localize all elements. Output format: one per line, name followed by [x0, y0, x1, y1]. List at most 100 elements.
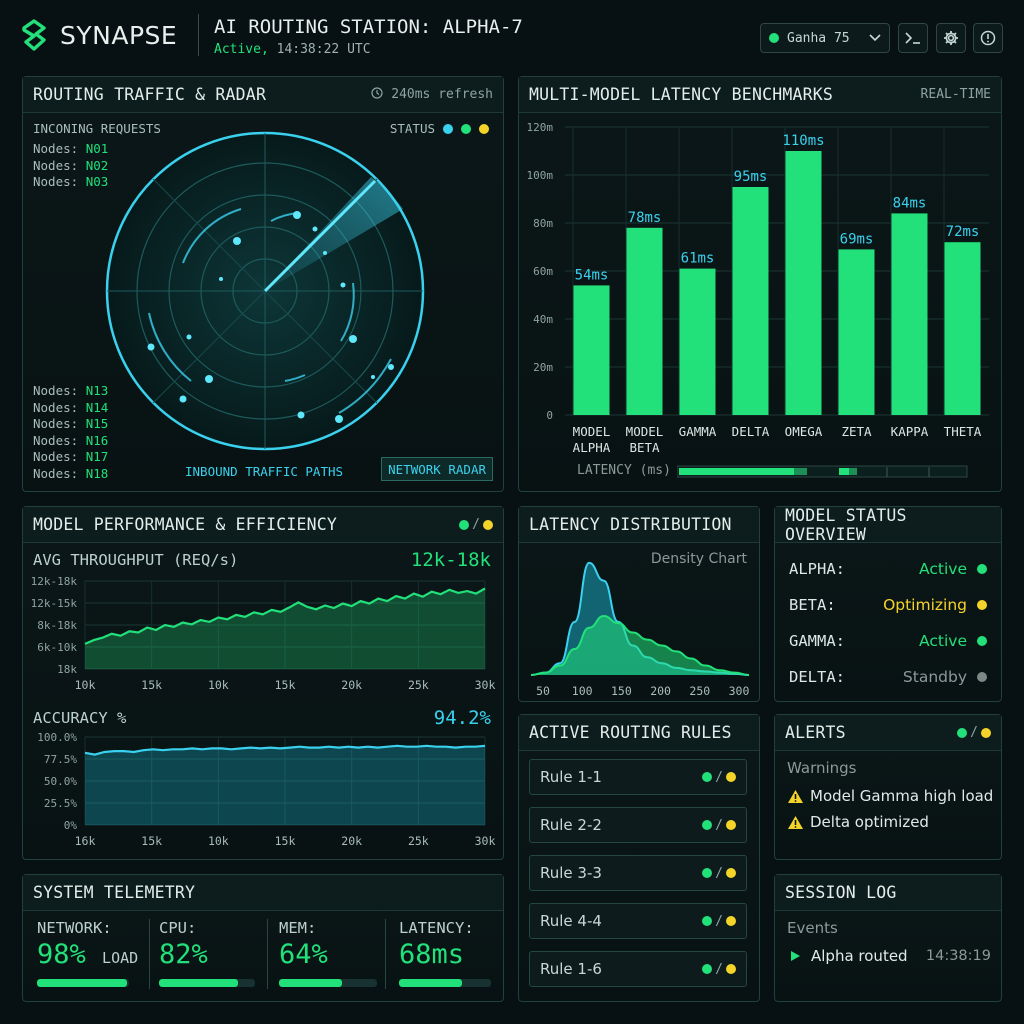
bar-value-label: 54ms [575, 267, 609, 283]
model-status-value: Optimizing [883, 596, 967, 614]
telemetry-memory[interactable]: MEM: 64% [279, 919, 389, 999]
node-row[interactable]: Nodes: N03 [33, 174, 108, 191]
terminal-button[interactable] [898, 23, 928, 53]
radar-panel: ROUTING TRAFFIC & RADAR 240ms refresh [22, 76, 504, 492]
status-dot-yellow [726, 964, 736, 974]
performance-panel: MODEL PERFORMANCE & EFFICIENCY / AVG THR… [22, 506, 504, 860]
latency-bar[interactable] [573, 285, 610, 415]
latency-density-chart[interactable]: 50 100 150 200 250 300 [519, 545, 759, 701]
node-row[interactable]: Nodes: N15 [33, 416, 108, 433]
latency-bar[interactable] [626, 227, 663, 415]
status-dot-green [702, 772, 713, 782]
latency-bar[interactable] [891, 213, 928, 415]
telemetry-cpu[interactable]: CPU: 82% [159, 919, 269, 999]
status-dot-yellow [726, 820, 736, 830]
x-category-label: BETA [629, 440, 660, 455]
radar-display[interactable] [23, 113, 503, 491]
x-category-label: MODEL [573, 424, 611, 439]
y-tick-label: 12k-15k [31, 597, 78, 610]
y-tick-label: 6k-10k [37, 641, 77, 654]
y-tick-label: 60m [533, 265, 553, 278]
status-dot-yellow [726, 868, 736, 878]
benchmark-panel: MULTI-MODEL LATENCY BENCHMARKS REAL-TIME… [518, 76, 1002, 492]
alert-item[interactable]: Model Gamma high load [787, 787, 993, 805]
accuracy-area-chart[interactable]: 100.0% 77.5% 50.0% 25.5% 0% 16k 15k 10k 15k 20k 25… [23, 729, 503, 853]
routing-rule-item[interactable]: Rule 1-1 / [529, 759, 747, 795]
model-status-panel-title: MODEL STATUS OVERVIEW [785, 505, 907, 544]
routing-rule-item[interactable]: Rule 2-2 / [529, 807, 747, 843]
throughput-line-chart[interactable]: 12k-18k 12k-15k 8k-18k 6k-10k 18k 10k 15k 10k 15… [23, 573, 503, 697]
brand-logo[interactable]: SYNAPSE [18, 18, 177, 52]
x-tick-label: 10k [75, 678, 96, 692]
power-button[interactable] [973, 23, 1003, 53]
y-tick-label: 25.5% [44, 797, 77, 810]
telemetry-unit: LOAD [102, 949, 139, 967]
y-tick-label: 100m [527, 169, 554, 182]
telemetry-network[interactable]: NETWORK: 98% LOAD [37, 919, 147, 999]
model-status-row[interactable]: ALPHA: Active [789, 557, 987, 581]
node-row[interactable]: Nodes: N01 [33, 141, 108, 158]
node-row[interactable]: Nodes: N14 [33, 400, 108, 417]
latency-bar[interactable] [785, 151, 822, 415]
y-tick-label: 50.0% [44, 775, 77, 788]
routing-rule-item[interactable]: Rule 1-6 / [529, 951, 747, 987]
radar-refresh-text: 240ms refresh [391, 87, 493, 102]
traffic-arc [338, 358, 392, 414]
alert-item[interactable]: Delta optimized [787, 813, 929, 831]
node-row[interactable]: Nodes: N18 [33, 466, 108, 483]
latency-bar[interactable] [838, 249, 875, 415]
node-prefix: Nodes: [33, 383, 79, 398]
series-line[interactable] [84, 744, 486, 756]
settings-button[interactable] [936, 23, 966, 53]
network-radar-button[interactable]: NETWORK RADAR [381, 457, 493, 481]
slash-separator: / [715, 817, 723, 833]
series-line[interactable] [84, 587, 486, 645]
telemetry-latency[interactable]: LATENCY: 68ms [399, 919, 499, 999]
model-status-row[interactable]: BETA: Optimizing [789, 593, 987, 617]
routing-rule-item[interactable]: Rule 3-3 / [529, 855, 747, 891]
node-row[interactable]: Nodes: N17 [33, 449, 108, 466]
density-line[interactable] [530, 614, 750, 676]
station-title: AI ROUTING STATION: ALPHA-7 [214, 16, 523, 38]
model-name: BETA: [789, 596, 836, 614]
bottom-node-list: Nodes: N13 Nodes: N14 Nodes: N15 Nodes: … [33, 383, 108, 482]
latency-bar[interactable] [679, 268, 716, 415]
node-row[interactable]: Nodes: N16 [33, 433, 108, 450]
x-tick-label: 15k [275, 678, 296, 692]
session-log-panel-title: SESSION LOG [785, 883, 897, 902]
status-dot-yellow [977, 600, 987, 610]
model-status-value: Active [919, 632, 967, 650]
x-category-label: MODEL [626, 424, 664, 439]
alerts-status-dots: / [957, 725, 991, 740]
node-row[interactable]: Nodes: N02 [33, 158, 108, 175]
routing-rules-panel-header: ACTIVE ROUTING RULES [519, 715, 759, 751]
inbound-traffic-label: INBOUND TRAFFIC PATHS [185, 464, 344, 479]
session-log-subtitle: Events [787, 919, 838, 937]
synapse-logo-icon [22, 19, 46, 51]
node-id: N03 [85, 174, 109, 189]
telemetry-bar-fill [279, 979, 342, 987]
latency-bar[interactable] [944, 242, 981, 415]
node-prefix: Nodes: [33, 399, 79, 415]
routing-rule-item[interactable]: Rule 4-4 / [529, 903, 747, 939]
model-status-row[interactable]: DELTA: Standby [789, 665, 987, 689]
model-status-row[interactable]: GAMMA: Active [789, 629, 987, 653]
model-name: DELTA: [789, 668, 845, 686]
performance-panel-title: MODEL PERFORMANCE & EFFICIENCY [33, 515, 338, 534]
traffic-arc [148, 312, 192, 382]
latency-bar[interactable] [732, 187, 769, 415]
model-status-panel-header: MODEL STATUS OVERVIEW [775, 505, 1001, 544]
bar-value-label: 61ms [681, 251, 715, 267]
rule-label: Rule 4-4 [540, 912, 602, 930]
latency-range-slider[interactable] [677, 465, 969, 479]
selector-label: Ganha 75 [787, 30, 850, 46]
session-log-entry[interactable]: Alpha routed 14:38:19 [789, 947, 991, 965]
latency-bar-chart[interactable]: 020m40m60m80m100m120m54msMODELALPHA78msM… [519, 113, 1001, 491]
telemetry-panel-header: SYSTEM TELEMETRY [23, 875, 503, 911]
status-dot-green [702, 868, 713, 878]
y-tick-label: 80m [533, 217, 553, 230]
node-row[interactable]: Nodes: N13 [33, 383, 108, 400]
x-tick-label: 150 [611, 684, 632, 698]
model-selector[interactable]: Ganha 75 [760, 23, 890, 53]
x-category-label: THETA [944, 424, 982, 439]
